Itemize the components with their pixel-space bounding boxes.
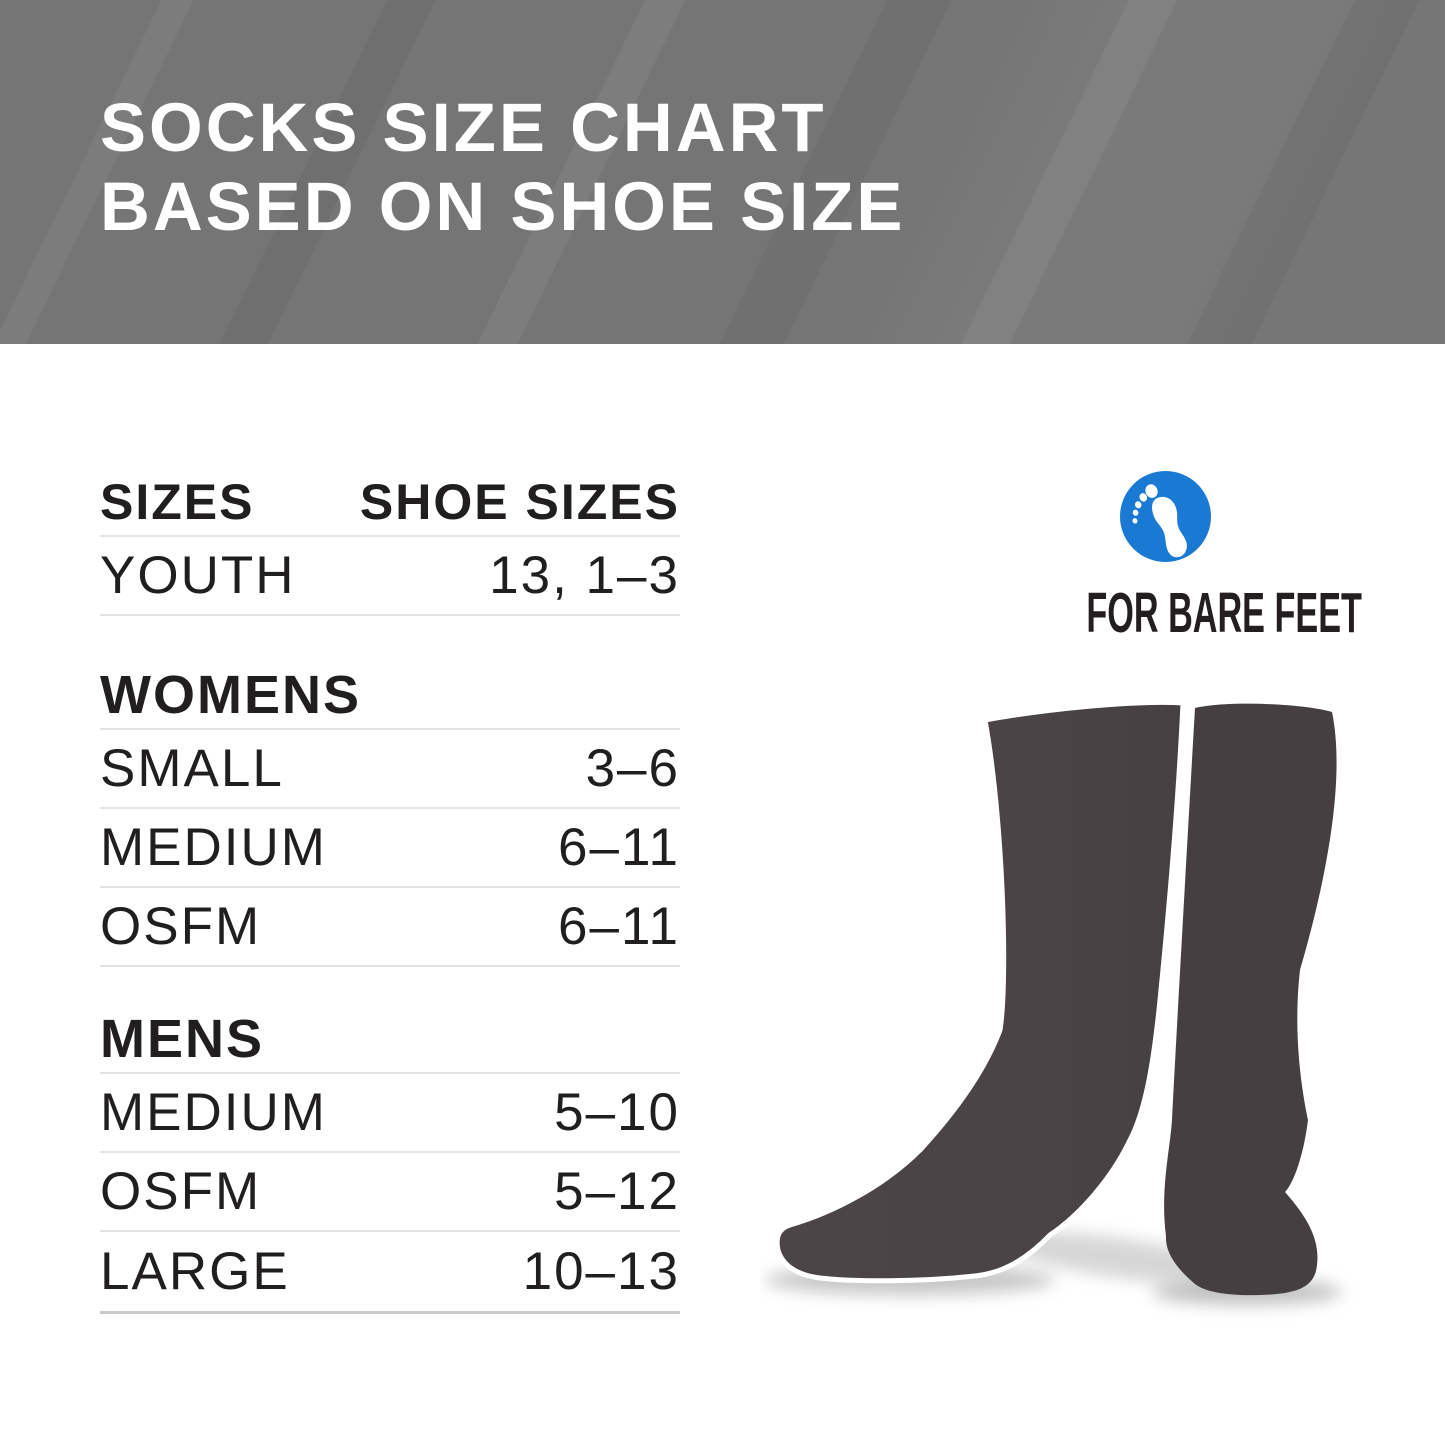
section-title: WOMENS — [100, 664, 361, 725]
table-row-womens-small: SMALL 3–6 — [100, 730, 680, 809]
section-title: MENS — [100, 1008, 265, 1069]
page-title-line1: SOCKS SIZE CHART — [100, 89, 827, 166]
page-title: SOCKS SIZE CHART BASED ON SHOE SIZE — [100, 88, 905, 246]
size-table: SIZES SHOE SIZES YOUTH 13, 1–3 WOMENS SM… — [100, 469, 680, 1314]
table-header-row: SIZES SHOE SIZES — [100, 469, 680, 537]
sock-right — [1164, 703, 1337, 1296]
table-row-mens-medium: MEDIUM 5–10 — [100, 1074, 680, 1153]
brand-logo: FOR BARE FEET — [1034, 471, 1362, 646]
table-row-mens-large: LARGE 10–13 — [100, 1232, 680, 1314]
row-value: 6–11 — [558, 897, 680, 956]
row-value: 5–10 — [554, 1083, 680, 1142]
table-row-youth: YOUTH 13, 1–3 — [100, 537, 680, 616]
row-value: 3–6 — [585, 739, 680, 798]
column-header-shoe-sizes: SHOE SIZES — [359, 474, 680, 530]
socks-illustration — [765, 699, 1342, 1305]
row-value: 5–12 — [554, 1162, 680, 1221]
brand-name: FOR BARE FEET — [1086, 581, 1362, 645]
row-label: SMALL — [100, 739, 284, 798]
table-row-womens-osfm: OSFM 6–11 — [100, 888, 680, 967]
table-row-womens-medium: MEDIUM 6–11 — [100, 809, 680, 888]
column-header-sizes: SIZES — [100, 474, 255, 530]
row-label: YOUTH — [100, 546, 296, 605]
row-label: OSFM — [100, 897, 262, 956]
row-value: 6–11 — [558, 818, 680, 877]
section-header-mens: MENS — [100, 1005, 680, 1074]
sock-left — [774, 699, 1186, 1284]
row-value: 13, 1–3 — [489, 546, 680, 605]
row-label: LARGE — [100, 1242, 290, 1301]
table-row-mens-osfm: OSFM 5–12 — [100, 1153, 680, 1232]
header-banner: SOCKS SIZE CHART BASED ON SHOE SIZE — [0, 0, 1445, 344]
section-header-womens: WOMENS — [100, 661, 680, 730]
row-label: OSFM — [100, 1162, 262, 1221]
footprint-icon — [1119, 471, 1211, 562]
row-label: MEDIUM — [100, 1083, 327, 1142]
row-value: 10–13 — [522, 1242, 680, 1301]
page-title-line2: BASED ON SHOE SIZE — [100, 168, 906, 245]
row-label: MEDIUM — [100, 818, 327, 877]
